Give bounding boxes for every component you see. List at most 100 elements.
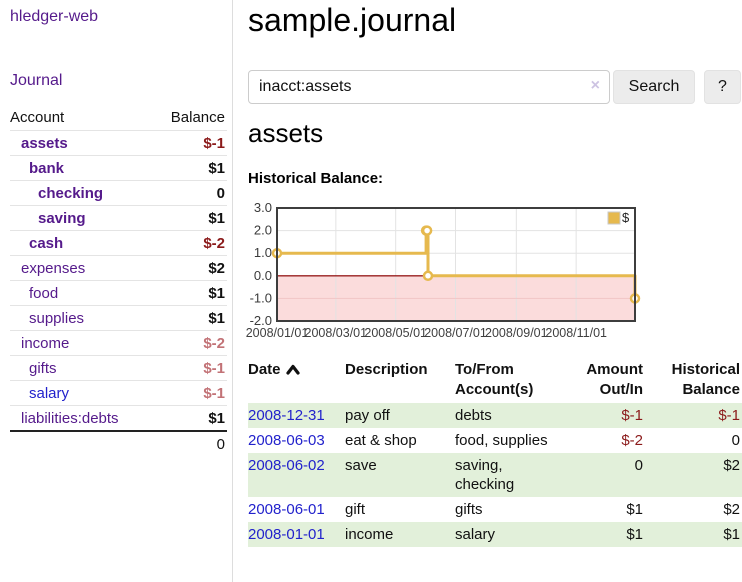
account-link-supplies[interactable]: supplies [29, 310, 85, 327]
account-balance-table: Account Balance assets $-1 bank $1 checking 0… [10, 105, 227, 455]
transaction-description: gift [345, 501, 366, 518]
x-tick-label: 2008/03/01 [305, 326, 368, 340]
account-row: bank $1 [10, 155, 227, 180]
account-link-gifts[interactable]: gifts [29, 360, 57, 377]
y-tick-label: -2.0 [250, 313, 272, 328]
account-link-liabilities:debts[interactable]: liabilities:debts [21, 410, 119, 427]
account-total-row: 0 [10, 430, 227, 455]
account-link-cash[interactable]: cash [29, 235, 64, 252]
search-bar: × Search ? [248, 70, 742, 104]
account-row: assets $-1 [10, 130, 227, 155]
transaction-row: 2008-06-01 gift gifts $1 $2 [248, 497, 742, 522]
account-balance: $2 [208, 260, 225, 277]
date-column-header[interactable]: Date [248, 360, 345, 400]
amount-column-header: Amount Out/In [586, 361, 643, 398]
transaction-accounts: debts [455, 407, 492, 424]
transaction-row: 2008-01-01 income salary $1 $1 [248, 522, 742, 547]
balance-column-header-register: Historical Balance [671, 361, 740, 398]
legend-swatch [607, 211, 621, 225]
transaction-date-link[interactable]: 2008-12-31 [248, 407, 325, 424]
search-button[interactable]: Search [613, 70, 695, 104]
transaction-balance: $2 [723, 457, 740, 474]
y-tick-label: 0.0 [254, 268, 272, 283]
account-table-body: assets $-1 bank $1 checking 0 saving $1 cash $-2 e… [10, 130, 227, 430]
register-body: 2008-12-31 pay off debts $-1 $-1 2008-06-03 ea… [248, 403, 742, 547]
total-balance: 0 [216, 436, 225, 453]
transaction-accounts: saving, checking [455, 457, 515, 493]
transaction-date-cell: 2008-12-31 [248, 406, 345, 425]
search-input[interactable] [248, 70, 610, 104]
transaction-date-link[interactable]: 2008-06-03 [248, 432, 325, 449]
x-tick-label: 2008/05/01 [364, 326, 427, 340]
transaction-amount: $-1 [621, 407, 643, 424]
description-column-header: Description [345, 361, 428, 378]
transaction-description: pay off [345, 407, 390, 424]
account-balance: $-1 [203, 360, 225, 377]
main-content: sample.journal × Search ? assets Histori… [246, 0, 742, 582]
account-column-header: Account [10, 109, 65, 126]
app-title-link[interactable]: hledger-web [10, 8, 99, 25]
account-row: checking 0 [10, 180, 227, 205]
account-link-expenses[interactable]: expenses [21, 260, 86, 277]
register-table: Date Description To/From Account(s) Amou… [248, 360, 742, 547]
account-link-income[interactable]: income [21, 335, 70, 352]
transaction-balance: $2 [723, 501, 740, 518]
account-link-checking[interactable]: checking [38, 185, 104, 202]
transaction-amount: $1 [626, 526, 643, 543]
data-point-marker [422, 270, 434, 282]
plot-border [276, 207, 636, 322]
data-point-marker [421, 225, 433, 236]
transaction-row: 2008-12-31 pay off debts $-1 $-1 [248, 403, 742, 428]
help-button[interactable]: ? [704, 70, 741, 104]
y-tick-label: 3.0 [254, 200, 272, 215]
account-column-header-register: To/From Account(s) [455, 361, 534, 398]
clear-search-icon[interactable]: × [590, 77, 600, 94]
register-header-row: Date Description To/From Account(s) Amou… [248, 360, 742, 403]
transaction-date-cell: 2008-01-01 [248, 525, 345, 544]
transaction-date-link[interactable]: 2008-01-01 [248, 526, 325, 543]
date-header-label: Date [248, 361, 281, 378]
account-link-food[interactable]: food [29, 285, 59, 302]
account-balance: $-2 [203, 335, 225, 352]
y-tick-label: 2.0 [254, 223, 272, 238]
transaction-row: 2008-06-02 save saving, checking 0 $2 [248, 453, 742, 497]
account-balance: $1 [208, 410, 225, 427]
transaction-description: income [345, 526, 394, 543]
page-title: sample.journal [248, 2, 457, 38]
account-table-header: Account Balance [10, 105, 227, 130]
account-row: liabilities:debts $1 [10, 405, 227, 430]
historical-balance-chart: $3.0 2.0 1.0 0.0 -1.0 -2.02008/01/012008/03/0… [246, 200, 641, 340]
account-row: cash $-2 [10, 230, 227, 255]
transaction-amount: 0 [634, 457, 643, 474]
transaction-balance: $1 [723, 526, 740, 543]
account-link-assets[interactable]: assets [21, 135, 68, 152]
account-row: salary $-1 [10, 380, 227, 405]
account-link-bank[interactable]: bank [29, 160, 65, 177]
transaction-accounts: food, supplies [455, 432, 548, 449]
chart-heading: Historical Balance: [248, 170, 384, 187]
account-balance: $1 [208, 310, 225, 327]
sidebar-item-journal[interactable]: Journal [10, 72, 63, 89]
transaction-description: eat & shop [345, 432, 417, 449]
account-balance: $1 [208, 210, 225, 227]
legend-label: $ [622, 210, 630, 225]
account-row: income $-2 [10, 330, 227, 355]
sidebar: hledger-web Journal Account Balance asse… [0, 0, 233, 582]
account-balance: $-1 [203, 385, 225, 402]
x-tick-label: 2008/09/01 [485, 326, 548, 340]
transaction-balance: 0 [731, 432, 740, 449]
transaction-description: save [345, 457, 377, 474]
transaction-amount: $-2 [621, 432, 643, 449]
sort-ascending-icon [285, 364, 300, 375]
account-balance: $1 [208, 160, 225, 177]
transaction-date-cell: 2008-06-01 [248, 500, 345, 519]
account-link-salary[interactable]: salary [29, 385, 70, 402]
account-row: food $1 [10, 280, 227, 305]
transaction-date-link[interactable]: 2008-06-02 [248, 457, 325, 474]
transaction-date-link[interactable]: 2008-06-01 [248, 501, 325, 518]
account-link-saving[interactable]: saving [38, 210, 86, 227]
account-balance: $-2 [203, 235, 225, 252]
account-row: gifts $-1 [10, 355, 227, 380]
account-heading: assets [248, 118, 324, 148]
x-tick-label: 2008/07/01 [424, 326, 487, 340]
